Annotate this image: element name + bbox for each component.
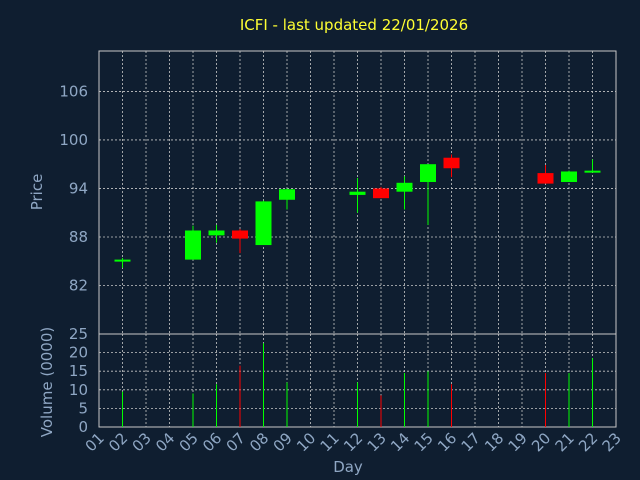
candle-body bbox=[279, 189, 295, 200]
price-tick-label: 94 bbox=[69, 179, 88, 197]
volume-tick-label: 20 bbox=[69, 344, 88, 362]
candle-body bbox=[561, 171, 577, 182]
candles bbox=[114, 154, 601, 268]
x-axis-label: Day bbox=[333, 458, 363, 476]
x-tick-label: 19 bbox=[505, 429, 531, 455]
x-tick-label: 10 bbox=[293, 429, 319, 455]
volume-bars bbox=[122, 343, 593, 427]
x-tick-label: 08 bbox=[246, 429, 272, 455]
x-tick-label: 09 bbox=[270, 429, 296, 455]
volume-tick-label: 15 bbox=[69, 362, 88, 380]
x-tick-label: 14 bbox=[387, 429, 413, 455]
candle-body bbox=[185, 230, 201, 260]
x-tick-label: 12 bbox=[340, 429, 366, 455]
volume-tick-label: 5 bbox=[78, 399, 88, 417]
x-tick-label: 16 bbox=[434, 429, 460, 455]
x-tick-label: 23 bbox=[599, 429, 625, 455]
volume-tick-label: 0 bbox=[78, 418, 88, 436]
candle-body bbox=[349, 191, 366, 195]
x-tick-label: 21 bbox=[552, 429, 578, 455]
price-tick-labels: 106 100 94 88 82 bbox=[59, 82, 88, 294]
candle-body bbox=[373, 188, 389, 199]
x-tick-label: 02 bbox=[105, 429, 131, 455]
x-tick-label: 13 bbox=[364, 429, 390, 455]
volume-axis-label: Volume (0000) bbox=[38, 327, 56, 437]
x-tick-label: 07 bbox=[223, 429, 249, 455]
x-tick-label: 15 bbox=[411, 429, 437, 455]
x-tick-label: 11 bbox=[317, 429, 343, 455]
chart-title: ICFI - last updated 22/01/2026 bbox=[240, 16, 468, 34]
x-tick-label: 18 bbox=[481, 429, 507, 455]
price-tick-label: 88 bbox=[69, 228, 88, 246]
x-tick-label: 22 bbox=[575, 429, 601, 455]
x-tick-label: 20 bbox=[528, 429, 554, 455]
price-tick-label: 100 bbox=[59, 131, 88, 149]
candle-body bbox=[420, 164, 436, 182]
candle-body bbox=[208, 230, 225, 236]
candle-body bbox=[114, 259, 131, 262]
x-tick-label: 06 bbox=[199, 429, 225, 455]
candle-body bbox=[232, 230, 248, 239]
x-tick-label: 05 bbox=[176, 429, 202, 455]
price-axis-label: Price bbox=[28, 174, 46, 211]
x-tick-labels: 0102030405060708091011121314151617181920… bbox=[82, 429, 625, 455]
x-tick-label: 03 bbox=[129, 429, 155, 455]
volume-tick-label: 25 bbox=[69, 325, 88, 343]
x-tick-label: 04 bbox=[152, 429, 178, 455]
price-tick-label: 82 bbox=[69, 276, 88, 294]
candle-body bbox=[537, 173, 554, 184]
candle-body bbox=[255, 201, 272, 246]
x-tick-label: 17 bbox=[458, 429, 484, 455]
candle-body bbox=[396, 182, 413, 192]
volume-tick-label: 10 bbox=[69, 381, 88, 399]
candle-body bbox=[443, 157, 460, 169]
candle-body bbox=[584, 170, 601, 173]
price-tick-label: 106 bbox=[59, 82, 88, 100]
